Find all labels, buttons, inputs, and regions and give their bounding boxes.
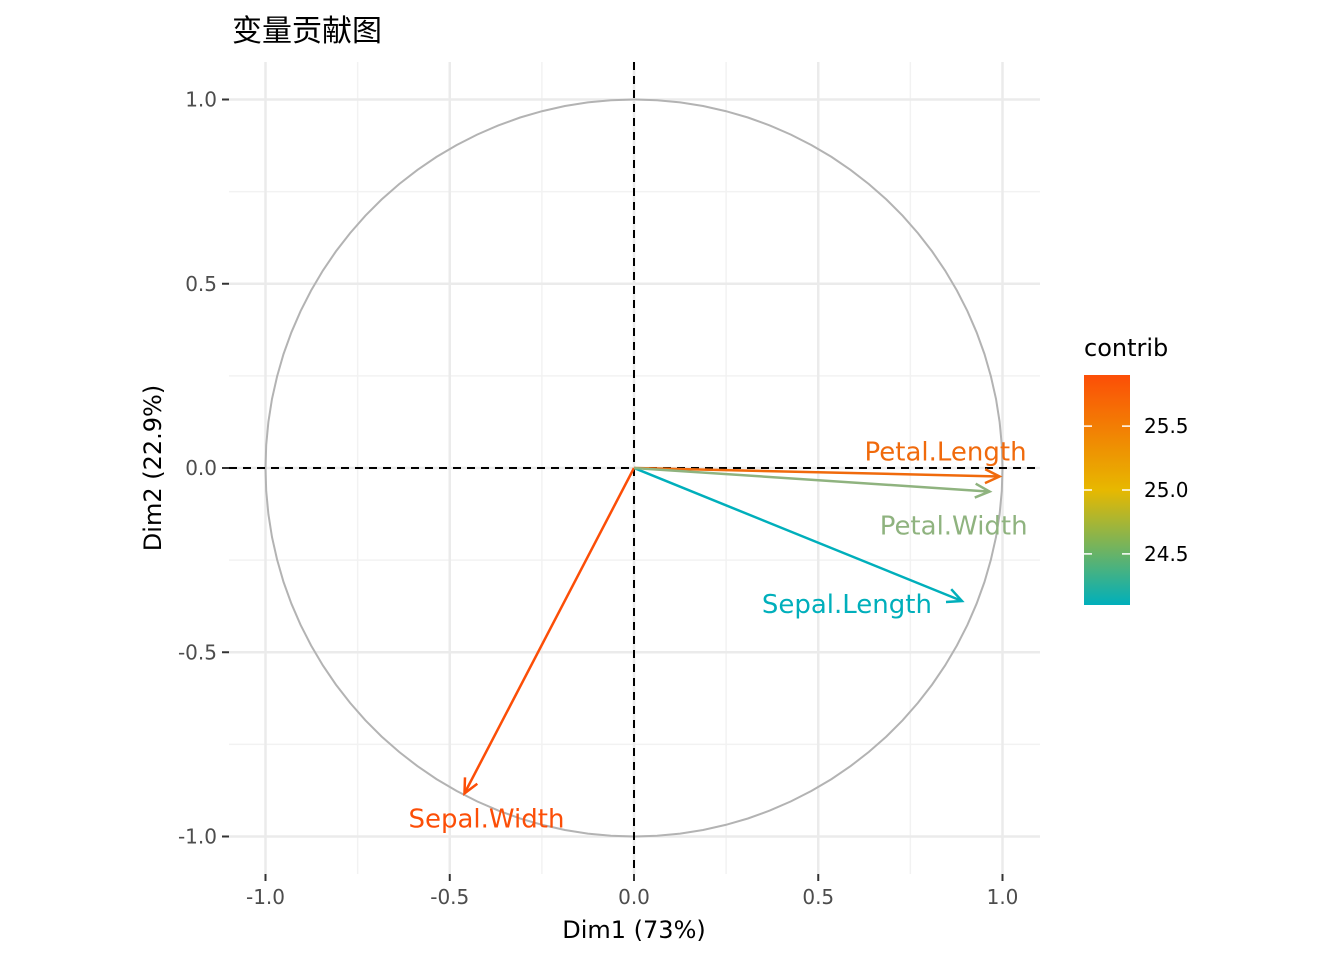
label-petal-length: Petal.Length bbox=[865, 437, 1027, 467]
y-tick-label: 0.5 bbox=[185, 272, 217, 296]
arrowhead-petal-length bbox=[984, 468, 1003, 485]
y-tick-label: 1.0 bbox=[185, 88, 217, 112]
legend-tick-label: 25.0 bbox=[1144, 478, 1189, 502]
x-axis-title: Dim1 (73%) bbox=[562, 916, 706, 944]
arrow-sepal-length bbox=[633, 466, 963, 603]
legend-tick-label: 24.5 bbox=[1144, 542, 1189, 566]
label-sepal-width: Sepal.Width bbox=[409, 804, 565, 834]
variable-arrows bbox=[463, 466, 1003, 796]
y-tick-label: -1.0 bbox=[178, 825, 217, 849]
legend-title: contrib bbox=[1084, 334, 1168, 362]
y-tick-label: 0.0 bbox=[185, 456, 217, 480]
arrowhead-sepal-width bbox=[463, 777, 479, 796]
arrow-petal-width bbox=[633, 466, 990, 493]
x-tick-label: -1.0 bbox=[246, 885, 285, 909]
label-sepal-length: Sepal.Length bbox=[762, 590, 932, 620]
correlation-circle bbox=[264, 98, 1004, 838]
legend-tick-label: 25.5 bbox=[1144, 414, 1189, 438]
x-tick-label: 1.0 bbox=[987, 885, 1019, 909]
arrow-sepal-width bbox=[463, 467, 636, 794]
chart-title: 变量贡献图 bbox=[232, 14, 382, 49]
x-tick-label: -0.5 bbox=[430, 885, 469, 909]
variable-labels: Sepal.Length Sepal.Width Petal.Length Petal… bbox=[409, 437, 1028, 834]
x-tick-label: 0.5 bbox=[802, 885, 834, 909]
axes: -1.0 -0.5 0.0 0.5 1.0 1.0 0.5 0.0 -0.5 -1.0 bbox=[178, 88, 1018, 910]
unit-circle bbox=[264, 98, 1004, 838]
y-tick-label: -0.5 bbox=[178, 640, 217, 664]
x-tick-label: 0.0 bbox=[618, 885, 650, 909]
arrowhead-petal-width bbox=[974, 482, 993, 499]
arrowhead-sepal-length bbox=[945, 588, 965, 604]
arrow-petal-length bbox=[633, 466, 1000, 478]
label-petal-width: Petal.Width bbox=[880, 512, 1028, 542]
legend: contrib 25.5 25.0 24.5 bbox=[1084, 334, 1189, 605]
y-axis-title: Dim2 (22.9%) bbox=[139, 385, 167, 551]
